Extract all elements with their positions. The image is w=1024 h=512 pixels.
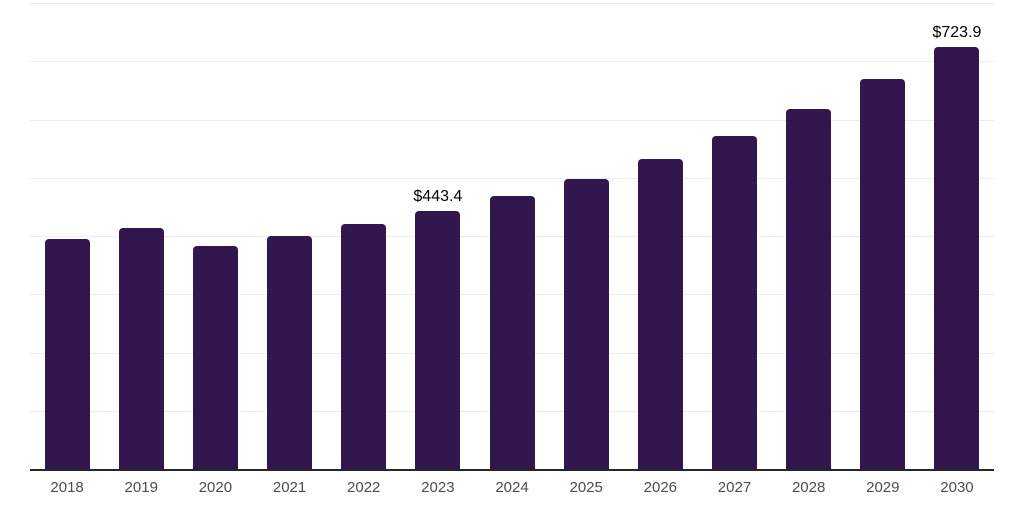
bar-2020 <box>192 245 238 469</box>
x-tick-label-2028: 2028 <box>791 479 826 496</box>
bar-band-2022 <box>327 3 401 469</box>
x-tick-label-2029: 2029 <box>866 479 900 496</box>
bar-band-2027 <box>697 3 771 469</box>
bar-band-2020 <box>178 3 252 469</box>
bar-band-2023: $443.4 <box>401 3 475 469</box>
x-tick-label-2024: 2024 <box>495 479 529 496</box>
data-label-2023: $443.4 <box>413 187 463 205</box>
bars-container: $443.4 $723.9 <box>30 3 994 469</box>
x-tick-label-2020: 2020 <box>198 479 233 496</box>
gridline-500 <box>30 177 994 179</box>
plot-area: $443.4 $723.9 <box>30 3 994 471</box>
x-tick-label-2026: 2026 <box>643 479 678 496</box>
bar-band-2025 <box>549 3 623 469</box>
x-tick-label-2027: 2027 <box>717 479 752 496</box>
bar-band-2021 <box>252 3 326 469</box>
gridline-800 <box>30 3 994 4</box>
bar-2021 <box>267 235 313 469</box>
bar-band-2026 <box>623 3 697 469</box>
bar-2025 <box>563 178 609 469</box>
bar-2030: $723.9 <box>932 24 981 469</box>
bar-2026 <box>637 158 683 469</box>
data-label-2030: $723.9 <box>932 24 982 42</box>
bar-band-2018 <box>30 3 104 469</box>
gridline-600 <box>30 119 994 121</box>
x-tick-label-2025: 2025 <box>569 479 603 496</box>
x-tick-label-2030: 2030 <box>940 479 974 496</box>
x-tick-label-2023: 2023 <box>421 479 455 496</box>
bar-2018 <box>44 238 90 469</box>
x-axis-labels: 2018 2019 2020 2021 2022 2023 2024 2025 2026 2027… <box>30 479 994 496</box>
x-tick-label-2019: 2019 <box>124 479 158 496</box>
bar-band-2019 <box>104 3 178 469</box>
gridline-700 <box>30 61 994 63</box>
bar-2022 <box>341 223 387 469</box>
bar-2023: $443.4 <box>413 188 462 469</box>
x-tick-label-2021: 2021 <box>272 479 307 496</box>
x-tick-label-2022: 2022 <box>347 479 381 496</box>
bar-band-2030: $723.9 <box>920 3 994 469</box>
bar-2029 <box>860 79 906 469</box>
bar-2019 <box>118 227 164 469</box>
bar-2028 <box>786 109 832 469</box>
bar-2027 <box>711 135 757 469</box>
bar-band-2028 <box>772 3 846 469</box>
x-tick-label-2018: 2018 <box>50 479 84 496</box>
bar-band-2024 <box>475 3 549 469</box>
bar-band-2029 <box>846 3 920 469</box>
bar-2024 <box>489 195 535 469</box>
